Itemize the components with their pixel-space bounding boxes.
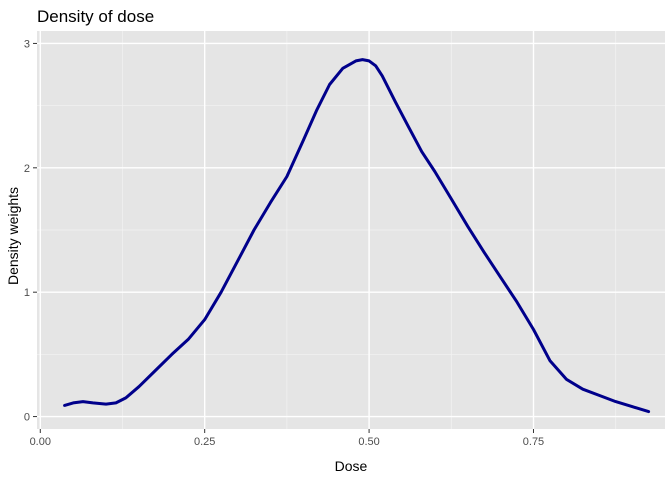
x-tick-label: 0.50 xyxy=(358,436,379,448)
tick-labels: 0.00 0.25 0.50 0.75 0 1 2 3 xyxy=(24,38,544,448)
axis-ticks xyxy=(33,42,534,433)
x-tick-label: 0.25 xyxy=(194,436,215,448)
chart-title: Density of dose xyxy=(37,7,154,26)
minor-gridlines xyxy=(37,31,665,429)
major-gridlines xyxy=(37,31,665,429)
y-tick-label: 1 xyxy=(24,287,30,299)
density-line xyxy=(63,58,651,414)
x-tick-label: 0.00 xyxy=(30,436,51,448)
y-tick-label: 2 xyxy=(24,163,30,175)
y-tick-label: 3 xyxy=(24,38,30,50)
y-tick-label: 0 xyxy=(24,412,30,424)
x-tick-label: 0.75 xyxy=(523,436,544,448)
y-axis-title: Density weights xyxy=(5,187,21,285)
x-axis-title: Dose xyxy=(335,458,368,474)
